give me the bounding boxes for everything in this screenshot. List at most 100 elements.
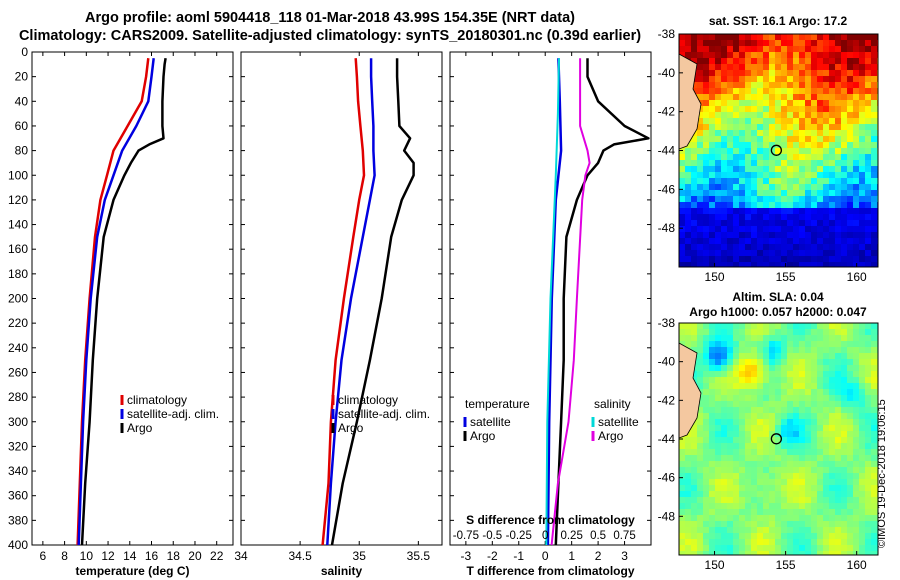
sla-cell <box>727 353 734 360</box>
sla-cell <box>841 491 848 498</box>
sst-cell <box>829 160 836 167</box>
temperature-x-tick-label: 16 <box>145 549 159 563</box>
sla-cell <box>817 359 824 366</box>
sla-cell <box>853 407 860 414</box>
diff-legend-t-label: Argo <box>470 429 496 443</box>
sla-cell <box>823 485 830 492</box>
sla-cell <box>823 407 830 414</box>
sla-cell <box>781 485 788 492</box>
sla-cell <box>679 515 686 522</box>
sst-cell <box>829 82 836 89</box>
sla-cell <box>745 353 752 360</box>
sst-cell <box>799 256 806 263</box>
sla-cell <box>703 341 710 348</box>
sst-cell <box>727 196 734 203</box>
sst-cell <box>823 238 830 245</box>
sst-cell <box>691 172 698 179</box>
sla-cell <box>823 533 830 540</box>
sla-cell <box>733 461 740 468</box>
sst-cell <box>685 214 692 221</box>
sla-cell <box>709 521 716 528</box>
sla-cell <box>691 479 698 486</box>
sst-cell <box>721 82 728 89</box>
sla-cell <box>847 497 854 504</box>
sst-cell <box>787 202 794 209</box>
sla-cell <box>799 521 806 528</box>
sla-cell <box>841 497 848 504</box>
sst-cell <box>853 82 860 89</box>
sla-cell <box>829 515 836 522</box>
sst-cell <box>769 34 776 41</box>
sst-cell <box>763 250 770 257</box>
sst-cell <box>787 52 794 59</box>
sla-cell <box>775 377 782 384</box>
sla-cell <box>811 371 818 378</box>
sst-cell <box>745 172 752 179</box>
sla-cell <box>859 521 866 528</box>
sst-cell <box>691 166 698 173</box>
sla-cell <box>817 539 824 546</box>
sla-cell <box>823 509 830 516</box>
sst-cell <box>685 238 692 245</box>
sla-cell <box>865 389 872 396</box>
sst-cell <box>739 118 746 125</box>
sst-cell <box>865 262 872 267</box>
sst-cell <box>781 40 788 47</box>
sla-cell <box>793 341 800 348</box>
sst-cell <box>871 136 878 143</box>
sla-cell <box>805 329 812 336</box>
sla-cell <box>715 425 722 432</box>
sla-cell <box>781 377 788 384</box>
sst-cell <box>847 184 854 191</box>
sst-cell <box>679 214 686 221</box>
sst-cell <box>691 262 698 267</box>
sst-cell <box>847 52 854 59</box>
sst-cell <box>745 100 752 107</box>
sla-cell <box>817 503 824 510</box>
sst-cell <box>823 262 830 267</box>
sla-cell <box>709 491 716 498</box>
sla-cell <box>721 473 728 480</box>
sst-cell <box>697 232 704 239</box>
sla-cell <box>853 479 860 486</box>
sst-cell <box>835 160 842 167</box>
sla-cell <box>733 341 740 348</box>
sla-cell <box>829 485 836 492</box>
sst-cell <box>835 112 842 119</box>
sst-cell <box>721 250 728 257</box>
difference-series-t-argo <box>554 58 650 546</box>
sst-cell <box>799 208 806 215</box>
sla-cell <box>763 473 770 480</box>
sla-cell <box>817 551 824 555</box>
sst-cell <box>727 46 734 53</box>
sst-cell <box>823 166 830 173</box>
sst-cell <box>841 136 848 143</box>
sla-cell <box>733 335 740 342</box>
sla-cell <box>751 425 758 432</box>
sst-cell <box>865 232 872 239</box>
sst-cell <box>871 130 878 137</box>
sla-cell <box>703 329 710 336</box>
sst-cell <box>703 106 710 113</box>
sst-cell <box>829 112 836 119</box>
sla-cell <box>757 503 764 510</box>
sst-cell <box>763 190 770 197</box>
sst-cell <box>787 142 794 149</box>
sla-cell <box>853 335 860 342</box>
sst-cell <box>703 214 710 221</box>
sst-cell <box>727 190 734 197</box>
sst-cell <box>763 112 770 119</box>
sst-cell <box>745 130 752 137</box>
sst-cell <box>691 160 698 167</box>
sst-cell <box>793 76 800 83</box>
sla-cell <box>721 347 728 354</box>
sla-cell <box>769 461 776 468</box>
sla-cell <box>811 341 818 348</box>
sst-cell <box>829 238 836 245</box>
sst-cell <box>799 250 806 257</box>
sst-cell <box>865 220 872 227</box>
sst-cell <box>679 184 686 191</box>
sla-cell <box>709 497 716 504</box>
sst-cell <box>781 214 788 221</box>
sla-cell <box>841 437 848 444</box>
